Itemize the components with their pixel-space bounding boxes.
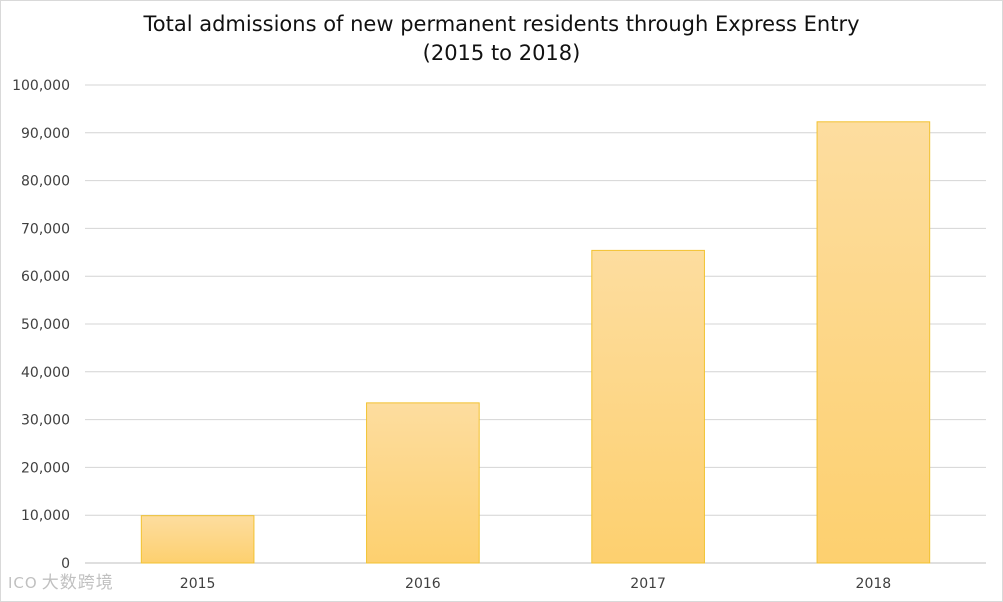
- y-tick-label: 10,000: [21, 508, 70, 524]
- y-tick-label: 100,000: [12, 78, 70, 94]
- y-tick-label: 20,000: [21, 460, 70, 476]
- bar-2018: [816, 121, 931, 564]
- watermark-logo-icon: ICO: [8, 574, 38, 592]
- x-tick-label: 2018: [856, 576, 892, 592]
- y-tick-label: 60,000: [21, 269, 70, 285]
- y-tick-label: 0: [61, 556, 70, 572]
- watermark-text: 大数跨境: [41, 573, 114, 593]
- bar-2016: [366, 402, 480, 564]
- chart-title-line-1: Total admissions of new permanent reside…: [143, 12, 860, 36]
- x-tick-label: 2017: [630, 576, 666, 592]
- y-tick-label: 40,000: [21, 365, 70, 381]
- watermark: ICO 大数跨境: [8, 568, 114, 593]
- bar-2017: [591, 249, 705, 564]
- chart-title: Total admissions of new permanent reside…: [0, 10, 1003, 68]
- y-tick-label: 80,000: [21, 174, 70, 190]
- y-tick-label: 90,000: [21, 126, 70, 142]
- y-tick-label: 70,000: [21, 221, 70, 237]
- y-axis-tick-labels: 0 10,000 20,000 30,000 40,000 50,000 60,000 70,…: [12, 78, 70, 572]
- bar-2015: [140, 515, 255, 564]
- x-tick-label: 2015: [180, 576, 216, 592]
- x-axis-tick-labels: 2015 2016 2017 2018: [180, 576, 891, 592]
- y-tick-label: 30,000: [21, 413, 70, 429]
- chart-title-line-2: (2015 to 2018): [422, 41, 581, 65]
- bars: [140, 121, 931, 564]
- y-tick-label: 50,000: [21, 317, 70, 333]
- x-tick-label: 2016: [405, 576, 441, 592]
